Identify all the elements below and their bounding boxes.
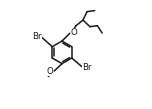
Text: Br: Br [82, 63, 92, 72]
Text: O: O [47, 67, 53, 76]
Text: Br: Br [32, 32, 42, 41]
Text: O: O [71, 28, 78, 37]
